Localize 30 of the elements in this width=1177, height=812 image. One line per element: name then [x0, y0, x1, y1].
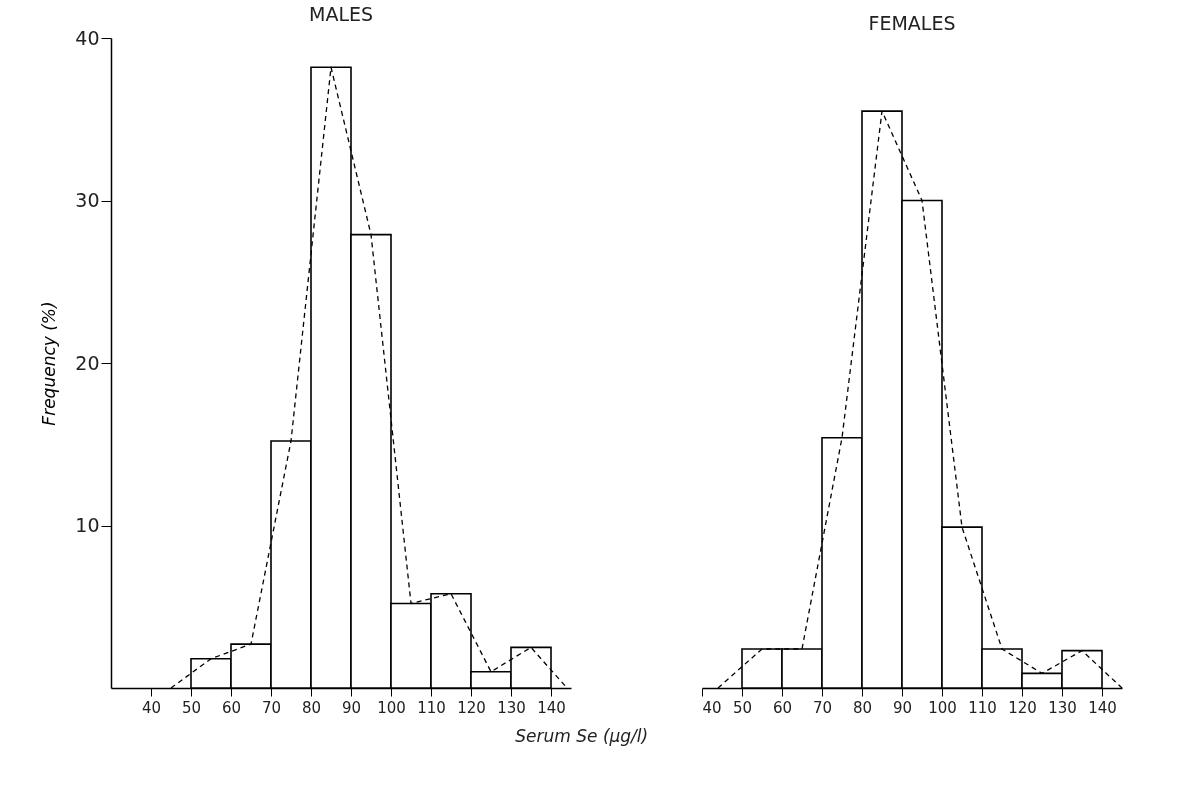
x-tick-label: 60: [772, 698, 793, 717]
x-tick-label: 40: [702, 698, 722, 717]
x-tick-label: 100: [377, 698, 406, 717]
x-tick-label: 130: [497, 698, 526, 717]
x-tick-label: 80: [852, 698, 873, 717]
y-tick-label: 20: [75, 351, 100, 374]
x-tick-label: 40: [141, 698, 162, 717]
x-tick-label: 140: [537, 698, 566, 717]
x-tick-label: 130: [1048, 698, 1077, 717]
x-axis-title: Serum Se (μg/l): [515, 726, 649, 746]
y-tick-label: 30: [75, 189, 100, 211]
x-tick-label: 80: [301, 698, 322, 717]
x-tick-label: 100: [928, 698, 957, 717]
x-tick-label: 70: [812, 698, 833, 717]
x-tick-label: 70: [261, 698, 282, 717]
x-tick-label: 90: [341, 698, 362, 717]
x-tick-label: 140: [1088, 698, 1117, 717]
x-tick-label: 120: [1008, 698, 1037, 717]
y-tick-label: 10: [75, 514, 100, 536]
chart-title: MALES: [308, 3, 374, 25]
x-tick-label: 50: [181, 698, 202, 717]
chart-title: FEMALES: [868, 12, 956, 34]
x-tick-label: 110: [968, 698, 997, 717]
x-tick-label: 50: [732, 698, 753, 717]
x-tick-label: 110: [417, 698, 446, 717]
x-tick-label: 120: [457, 698, 486, 717]
y-axis-title: Frequency (%): [39, 301, 60, 426]
y-tick-label: 40: [75, 26, 100, 49]
x-tick-label: 90: [892, 698, 913, 717]
x-tick-label: 60: [221, 698, 242, 717]
